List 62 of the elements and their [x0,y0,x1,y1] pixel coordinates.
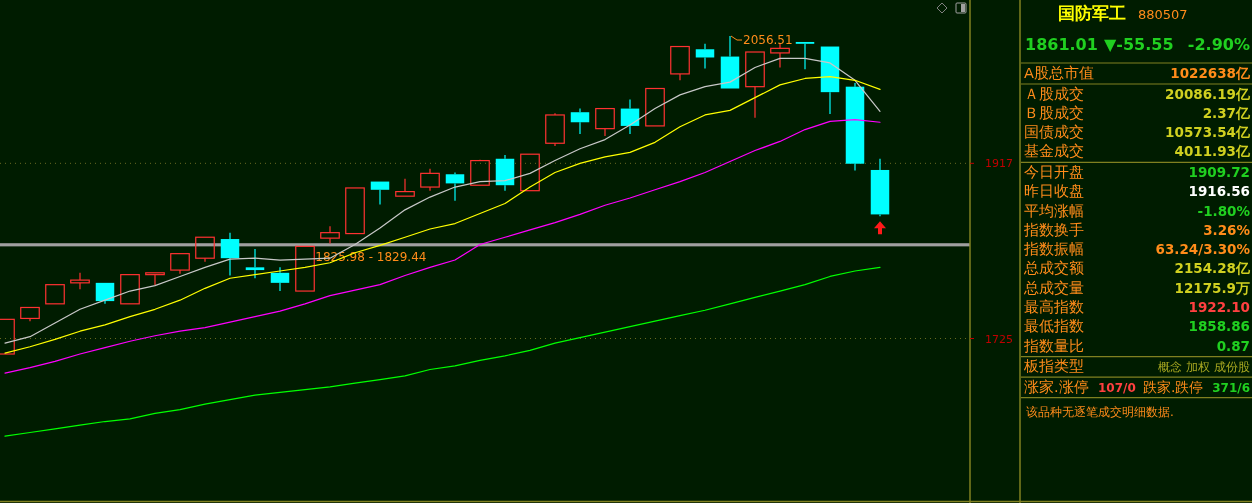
text: 1916.56 [1188,183,1250,200]
text: 今日开盘 [1024,163,1084,180]
text: A股总市值 [1024,65,1094,81]
candlestick [845,82,865,172]
text: 国债成交 [1024,124,1084,141]
text: 2.37亿 [1202,104,1251,121]
text: 指数振幅 [1023,241,1084,258]
y-tick-label: 1917 [985,157,1013,171]
text: 2154.28亿 [1174,260,1251,277]
text: 概念 加权 成份股 [1158,360,1250,375]
candlestick [870,158,890,217]
candlestick [570,107,590,135]
text: 昨日收盘 [1024,183,1084,200]
text: 跌家.跌停 [1143,378,1204,395]
text: 最低指数 [1024,318,1084,335]
line-series [4,118,881,374]
text: 基金成交 [1024,143,1084,160]
candlestick [770,42,790,69]
text: 该品种无逐笔成交明细数据. [1026,404,1174,419]
y-tick-label: 1725 [985,332,1013,346]
text: 107/0 [1098,380,1136,395]
text: 1858.86 [1188,318,1250,335]
text: 371/6 [1212,380,1250,395]
text: 板指类型 [1023,358,1084,375]
text: 涨家.涨停 [1024,378,1089,395]
text: 1909.72 [1188,163,1250,180]
text: 1861.01 [1025,35,1098,54]
text: 12175.9万 [1174,279,1250,296]
candlestick [70,272,90,290]
text: 3.26% [1203,221,1251,238]
text: 63.24/3.30% [1155,241,1251,258]
candlestick [320,225,340,245]
text: ▼-55.55 [1104,35,1174,54]
annotation: 2056.51 [743,33,793,48]
candlestick [545,112,565,147]
candlestick [695,43,715,70]
candlestick [420,168,440,192]
candlestick [245,248,265,279]
text: 平均涨幅 [1024,202,1084,219]
line-series [4,266,881,437]
text: 1922.10 [1188,299,1250,315]
text: -1.80% [1197,202,1251,219]
text: 10573.54亿 [1165,124,1251,141]
text: 20086.19亿 [1165,85,1251,102]
text: -2.90% [1187,35,1250,54]
text: 总成交额 [1023,260,1084,277]
text: 4011.93亿 [1174,143,1251,160]
text: 指数量比 [1023,337,1084,354]
text: 1022638亿 [1170,65,1251,81]
candlestick [445,171,465,202]
text: 880507 [1138,7,1188,22]
text: 最高指数 [1024,299,1084,315]
text: Ａ股成交 [1024,85,1084,102]
candlestick [495,154,515,192]
candlestick [270,266,290,292]
text: 指数换手 [1023,221,1084,238]
text: 国防军工 [1058,3,1126,23]
candlestick [220,232,240,277]
text: 总成交量 [1023,279,1084,296]
text: 0.87 [1216,337,1250,354]
candlestick [620,98,640,135]
text: Ｂ股成交 [1024,104,1084,121]
